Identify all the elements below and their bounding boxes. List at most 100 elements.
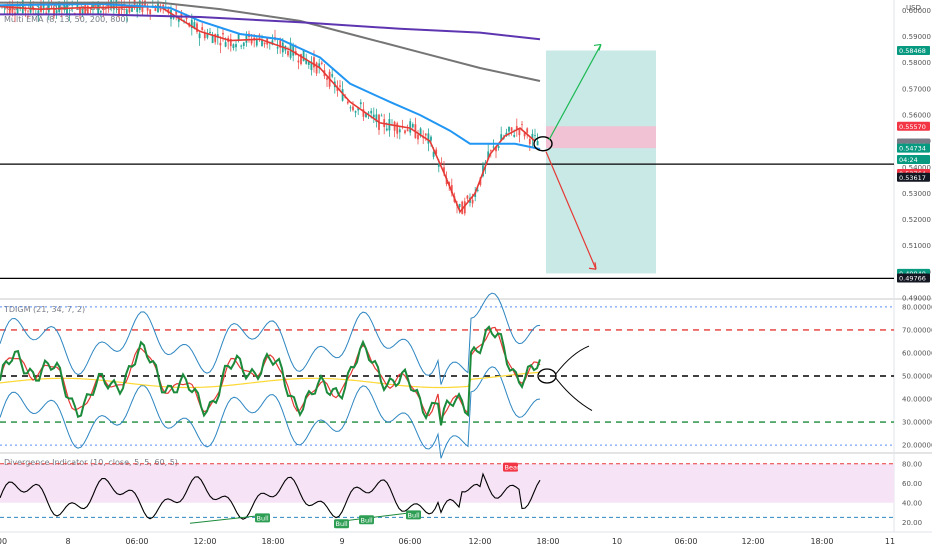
candle-body bbox=[185, 17, 188, 20]
candle-body bbox=[372, 114, 375, 118]
candle-body bbox=[214, 34, 217, 43]
candle-body bbox=[29, 2, 32, 13]
bull-signal-label bbox=[334, 519, 349, 529]
candle-body bbox=[359, 102, 362, 105]
candle-body bbox=[521, 123, 523, 125]
price-badge-label: 04:24 bbox=[899, 156, 918, 164]
bearish-arrow-head bbox=[588, 262, 597, 270]
take-profit-zone-lower bbox=[546, 143, 656, 274]
ema-indicator-label[interactable]: Multi EMA (8, 13, 50, 200, 800) bbox=[4, 15, 129, 24]
candle-body bbox=[307, 61, 310, 65]
currency-label: USD bbox=[906, 4, 921, 12]
candle-body bbox=[508, 126, 510, 132]
candle-body bbox=[331, 74, 334, 77]
candle-body bbox=[245, 34, 248, 43]
price-tick-label: 0.54000 bbox=[902, 164, 931, 172]
candle-body bbox=[349, 107, 352, 109]
time-tick-label: 9 bbox=[339, 537, 344, 546]
signal-label-text: Bull bbox=[336, 520, 348, 528]
candle-body bbox=[146, 7, 149, 11]
time-axis[interactable]: 00 8 06:00 12:00 18:00 9 06:00 12:00 18:00 10 06:0… bbox=[0, 537, 895, 546]
candle-body bbox=[326, 77, 328, 80]
candle-body bbox=[198, 33, 201, 39]
candle-body bbox=[240, 45, 243, 47]
candle-body bbox=[411, 124, 414, 128]
candle-body bbox=[287, 50, 289, 56]
price-badge bbox=[897, 46, 930, 56]
candle-body bbox=[437, 164, 440, 167]
divergence-pane[interactable]: Divergence Indicator (10, close, 5, 5, 6… bbox=[0, 458, 894, 529]
price-pane[interactable]: XRP / U.S. Dollar, 15, BINANCE Multi EMA… bbox=[0, 0, 921, 279]
candle-body bbox=[172, 17, 175, 19]
price-badge-label: 0.49766 bbox=[899, 274, 926, 282]
candle-body bbox=[365, 113, 367, 118]
bull-divergence-line bbox=[340, 512, 414, 522]
candle-body bbox=[320, 62, 323, 64]
time-tick-label: 12:00 bbox=[193, 537, 216, 546]
candle-body bbox=[430, 136, 432, 141]
candle-body bbox=[118, 8, 120, 14]
price-badge bbox=[897, 121, 930, 131]
candle-body bbox=[21, 0, 24, 14]
candle-body bbox=[492, 146, 495, 148]
time-tick-label: 12:00 bbox=[741, 537, 764, 546]
price-tick-label: 0.58000 bbox=[902, 59, 931, 67]
time-tick-label: 06:00 bbox=[674, 537, 697, 546]
tdigm-down-arrow bbox=[555, 377, 593, 411]
candle-body bbox=[346, 101, 349, 104]
candle-body bbox=[63, 2, 66, 10]
price-tick-label: 0.60000 bbox=[902, 7, 931, 15]
stop-loss-zone bbox=[546, 126, 656, 149]
candle-body bbox=[16, 8, 19, 14]
price-badge-label: 0.58468 bbox=[899, 47, 926, 55]
candle-body bbox=[380, 115, 383, 117]
candle-body bbox=[534, 135, 536, 136]
candle-body bbox=[339, 85, 341, 87]
candle-body bbox=[385, 128, 388, 131]
grid-layer bbox=[0, 0, 932, 533]
candle-body bbox=[450, 185, 453, 194]
candle-body bbox=[471, 199, 474, 204]
candle-body bbox=[99, 10, 102, 13]
tdigm-pane[interactable]: TDIGM (21, 34, 7, 2) bbox=[0, 292, 894, 459]
divergence-pane-title[interactable]: Divergence Indicator (10, close, 5, 5, 6… bbox=[4, 458, 178, 467]
candle-body bbox=[341, 89, 344, 101]
candle-body bbox=[229, 38, 232, 47]
price-axis[interactable]: 0.600000.590000.580000.570000.560000.550… bbox=[897, 7, 932, 527]
candle-body bbox=[302, 50, 305, 62]
tdigm-annotation-ellipse bbox=[537, 368, 557, 384]
candle-body bbox=[458, 203, 461, 208]
tdigm-pane-title[interactable]: TDIGM (21, 34, 7, 2) bbox=[3, 305, 85, 314]
candle-body bbox=[175, 10, 178, 15]
candle-body bbox=[40, 1, 42, 12]
candle-body bbox=[528, 139, 531, 145]
candle-body bbox=[201, 27, 204, 31]
signal-label-text: Bull bbox=[361, 516, 373, 524]
time-tick-label: 18:00 bbox=[810, 537, 833, 546]
bullish-arrow-head bbox=[593, 43, 602, 51]
candle-body bbox=[53, 7, 55, 17]
candle-body bbox=[352, 106, 354, 111]
candle-body bbox=[136, 4, 139, 12]
time-tick-label: 18:00 bbox=[536, 537, 559, 546]
annotation-ellipse bbox=[533, 136, 553, 152]
candle-body bbox=[255, 39, 258, 46]
price-badge-label: 0.54734 bbox=[899, 145, 926, 153]
candle-body bbox=[362, 109, 365, 117]
candle-body bbox=[159, 6, 162, 11]
candle-body bbox=[8, 4, 11, 14]
signal-label-text: Bull bbox=[408, 511, 420, 519]
price-tick-label: 0.51000 bbox=[902, 242, 931, 250]
candle-body bbox=[424, 133, 427, 136]
candle-body bbox=[180, 12, 183, 19]
candle-body bbox=[232, 44, 235, 49]
time-tick-label: 06:00 bbox=[398, 537, 421, 546]
time-tick-label: 18:00 bbox=[261, 537, 284, 546]
candle-body bbox=[209, 31, 211, 34]
candle-body bbox=[235, 44, 237, 48]
